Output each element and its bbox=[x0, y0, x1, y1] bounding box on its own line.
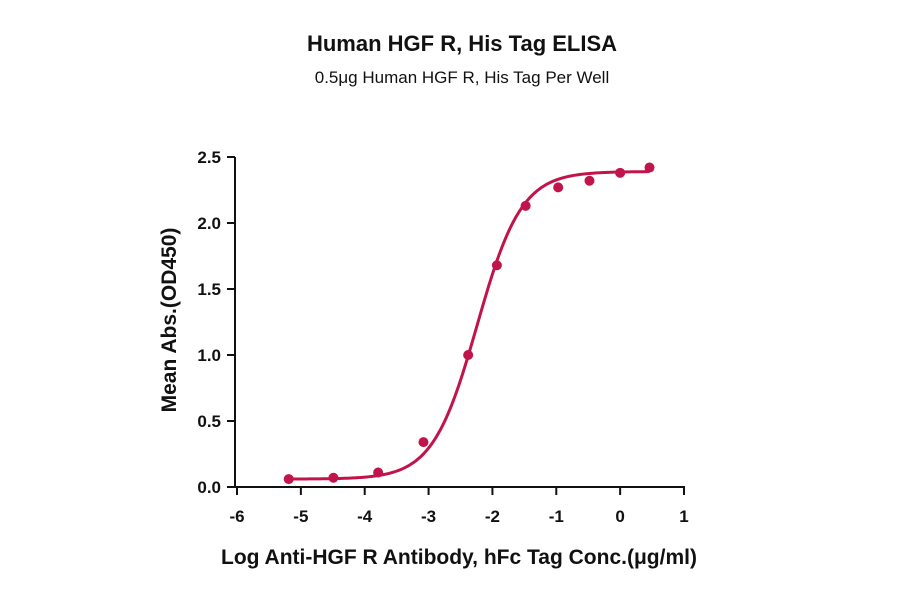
y-tick-label: 0.0 bbox=[197, 478, 221, 497]
y-axis-ticks: 0.0 0.5 1.0 1.5 2.0 2.5 bbox=[197, 148, 235, 497]
x-tick-label: 0 bbox=[615, 507, 624, 526]
y-tick-label: 2.5 bbox=[197, 148, 221, 167]
data-point bbox=[615, 167, 626, 178]
data-point bbox=[553, 182, 564, 193]
x-tick-label: -3 bbox=[421, 507, 436, 526]
data-point bbox=[418, 437, 429, 448]
x-tick-label: -2 bbox=[485, 507, 500, 526]
data-point bbox=[463, 350, 474, 360]
y-tick-label: 1.0 bbox=[197, 346, 221, 365]
x-tick-label: -6 bbox=[229, 507, 244, 526]
y-axis-label: Mean Abs.(OD450) bbox=[158, 228, 181, 413]
x-tick-label: -1 bbox=[549, 507, 564, 526]
x-axis-label: Log Anti-HGF R Antibody, hFc Tag Conc.(μ… bbox=[221, 546, 697, 569]
chart-title: Human HGF R, His Tag ELISA bbox=[307, 31, 617, 56]
data-point bbox=[373, 467, 384, 478]
data-point bbox=[644, 162, 655, 173]
x-tick-label: -4 bbox=[357, 507, 373, 526]
y-tick-label: 1.5 bbox=[197, 280, 221, 299]
y-tick-label: 2.0 bbox=[197, 214, 221, 233]
x-axis-ticks: -6 -5 -4 -3 -2 -1 0 1 bbox=[229, 487, 689, 526]
data-point bbox=[584, 175, 595, 186]
data-point bbox=[328, 472, 339, 483]
y-tick-label: 0.5 bbox=[197, 412, 221, 431]
axes bbox=[234, 157, 685, 488]
data-point bbox=[520, 200, 531, 211]
data-point bbox=[283, 474, 294, 485]
series-layer bbox=[283, 162, 655, 485]
fit-curve bbox=[288, 170, 650, 481]
chart-subtitle: 0.5μg Human HGF R, His Tag Per Well bbox=[315, 68, 610, 87]
x-tick-label: -5 bbox=[293, 507, 308, 526]
data-point bbox=[491, 260, 502, 271]
x-tick-label: 1 bbox=[679, 507, 688, 526]
